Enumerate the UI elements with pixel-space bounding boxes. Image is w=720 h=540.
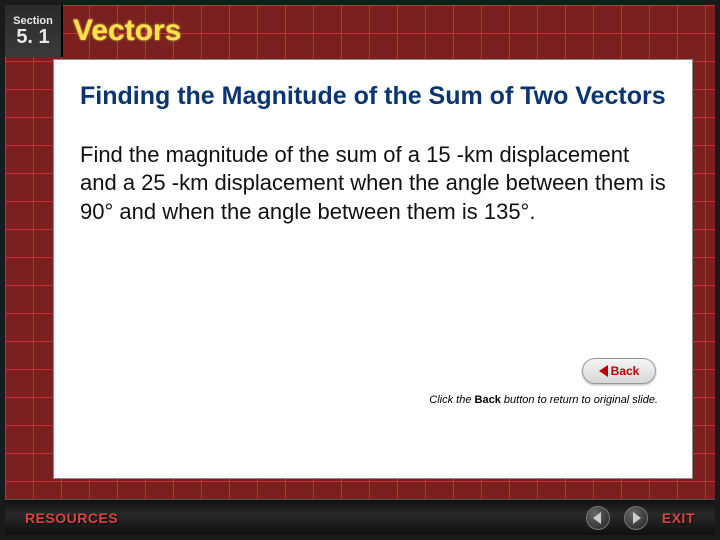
- back-button-label: Back: [611, 364, 640, 378]
- chevron-left-icon: [593, 512, 601, 524]
- slide-background: Section 5. 1 Vectors Finding the Magnitu…: [5, 5, 715, 535]
- hint-bold: Back: [475, 394, 501, 406]
- footer-bar: RESOURCES EXIT: [5, 499, 715, 535]
- back-button[interactable]: Back: [582, 358, 656, 384]
- exit-button[interactable]: EXIT: [662, 510, 695, 526]
- prev-button[interactable]: [586, 506, 610, 530]
- chapter-title: Vectors: [63, 5, 715, 57]
- hint-prefix: Click the: [429, 394, 474, 406]
- content-panel: Finding the Magnitude of the Sum of Two …: [53, 59, 693, 479]
- hint-suffix: button to return to original slide.: [501, 394, 658, 406]
- back-hint: Click the Back button to return to origi…: [429, 394, 658, 406]
- resources-button[interactable]: RESOURCES: [25, 510, 118, 526]
- content-body: Find the magnitude of the sum of a 15 -k…: [80, 141, 666, 227]
- chevron-right-icon: [633, 512, 641, 524]
- content-subtitle: Finding the Magnitude of the Sum of Two …: [80, 82, 666, 111]
- section-box: Section 5. 1: [5, 5, 63, 57]
- header: Section 5. 1 Vectors: [5, 5, 715, 57]
- section-number: 5. 1: [16, 27, 49, 47]
- footer-nav: EXIT: [586, 506, 695, 530]
- next-button[interactable]: [624, 506, 648, 530]
- back-arrow-icon: [599, 365, 608, 377]
